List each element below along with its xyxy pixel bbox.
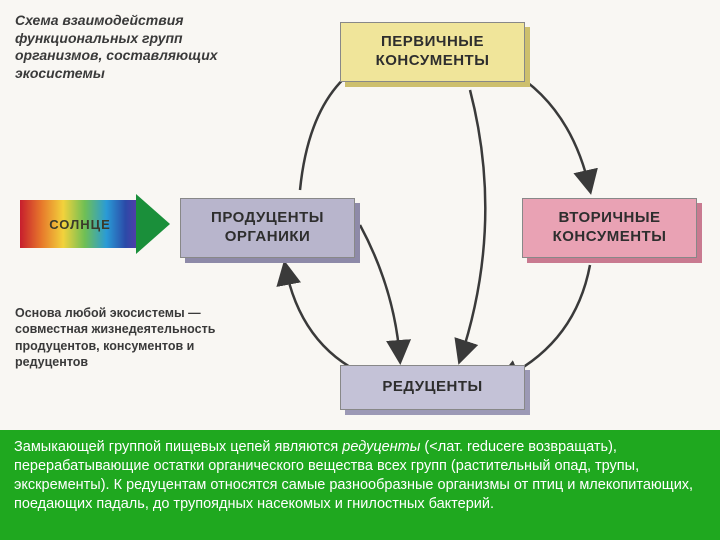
node-secondary-label: ВТОРИЧНЫЕ КОНСУМЕНТЫ bbox=[527, 209, 692, 247]
node-producers-label: ПРОДУЦЕНТЫ ОРГАНИКИ bbox=[185, 209, 350, 247]
node-primary-label: ПЕРВИЧНЫЕ КОНСУМЕНТЫ bbox=[345, 33, 520, 71]
node-reducers: РЕДУЦЕНТЫ bbox=[340, 365, 525, 410]
diagram-area: Схема взаимодействия функциональных груп… bbox=[0, 0, 720, 430]
node-reducers-label: РЕДУЦЕНТЫ bbox=[382, 378, 482, 397]
sun-arrow-icon bbox=[136, 194, 170, 254]
caption-block: Замыкающей группой пищевых цепей являютс… bbox=[0, 430, 720, 540]
sun-block: СОЛНЦЕ bbox=[20, 200, 140, 248]
node-primary-consumers: ПЕРВИЧНЫЕ КОНСУМЕНТЫ bbox=[340, 22, 525, 82]
sun-label: СОЛНЦЕ bbox=[49, 217, 111, 232]
node-producers: ПРОДУЦЕНТЫ ОРГАНИКИ bbox=[180, 198, 355, 258]
diagram-note: Основа любой экосистемы — совместная жиз… bbox=[15, 305, 245, 370]
node-secondary-consumers: ВТОРИЧНЫЕ КОНСУМЕНТЫ bbox=[522, 198, 697, 258]
diagram-title: Схема взаимодействия функциональных груп… bbox=[15, 12, 255, 82]
